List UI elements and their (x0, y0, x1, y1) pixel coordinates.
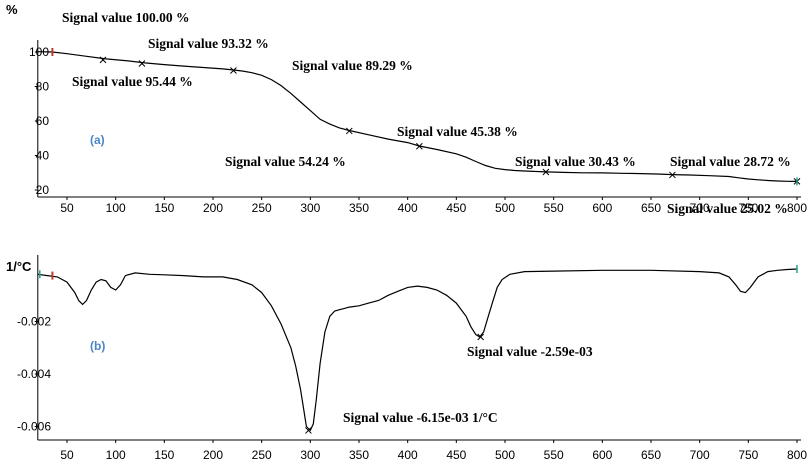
dtg-annotations: Signal value -2.59e-03 Signal value -6.15… (343, 344, 593, 425)
dtg-x-tick-label: 550 (544, 448, 564, 462)
tga-panel: % (a) 50 100 150 200 250 300 350 400 450 500 550 60… (6, 2, 807, 216)
dtg-x-tick-label: 100 (106, 448, 126, 462)
dtg-y-axis-label: 1/°C (6, 259, 32, 274)
tga-annotation: Signal value 30.43 % (515, 154, 636, 169)
tga-annotations: Signal value 100.00 % Signal value 93.32 … (62, 10, 791, 216)
tga-marker (138, 60, 146, 67)
dtg-y-ticks: -0.002 -0.004 -0.006 (17, 315, 51, 434)
dtg-panel-label: (b) (90, 339, 105, 353)
tga-marker (345, 127, 353, 135)
tga-x-tick-label: 650 (641, 201, 661, 215)
dtg-x-tick-label: 450 (446, 448, 466, 462)
tga-panel-label: (a) (90, 133, 105, 147)
tga-marker (669, 171, 676, 179)
dtg-x-tick-label: 250 (252, 448, 272, 462)
tga-marker (415, 142, 423, 150)
tga-annotation: Signal value 25.02 % (667, 201, 788, 216)
tga-x-tick-label: 500 (495, 201, 515, 215)
dtg-x-tick-label: 400 (398, 448, 418, 462)
dtg-x-ticks: 50 100 150 200 250 300 350 400 450 500 550 600 650 70… (60, 440, 807, 462)
tga-y-tick-label: 20 (36, 183, 50, 197)
tga-x-tick-label: 200 (203, 201, 223, 215)
tga-x-tick-label: 550 (544, 201, 564, 215)
tga-annotation: Signal value 100.00 % (62, 10, 190, 25)
dtg-x-tick-label: 300 (300, 448, 320, 462)
dtg-marker (477, 333, 485, 341)
tga-x-tick-label: 150 (154, 201, 174, 215)
tga-x-ticks: 50 100 150 200 250 300 350 400 450 500 550 600 650 70… (60, 197, 807, 215)
tga-x-tick-label: 50 (60, 201, 74, 215)
tga-marker (230, 67, 237, 74)
tga-marker (542, 168, 550, 176)
dtg-y-tick-label: -0.004 (17, 367, 51, 381)
dtg-curve (37, 268, 798, 432)
tga-y-tick-label: 60 (36, 114, 50, 128)
dtg-x-tick-label: 350 (349, 448, 369, 462)
dtg-x-tick-label: 650 (641, 448, 661, 462)
tga-x-tick-label: 750 (738, 201, 758, 215)
tga-annotation: Signal value 54.24 % (225, 154, 346, 169)
dtg-x-tick-label: 600 (592, 448, 612, 462)
tga-x-tick-label: 250 (252, 201, 272, 215)
dtg-x-tick-label: 500 (495, 448, 515, 462)
tga-annotation: Signal value 89.29 % (292, 58, 413, 73)
tga-x-tick-label: 100 (106, 201, 126, 215)
dtg-x-tick-label: 50 (60, 448, 74, 462)
tga-x-tick-label: 800 (787, 201, 807, 215)
dtg-x-tick-label: 150 (154, 448, 174, 462)
dtg-markers (39, 265, 798, 434)
dtg-x-tick-label: 800 (787, 448, 807, 462)
dtg-panel: 1/°C (b) 50 100 150 200 250 300 350 400 450 500 55… (6, 255, 807, 462)
dtg-y-tick-label: -0.006 (17, 420, 51, 434)
tga-x-tick-label: 450 (446, 201, 466, 215)
dtg-y-tick-label: -0.002 (17, 315, 51, 329)
tga-y-axis-label: % (6, 2, 18, 17)
tga-annotation: Signal value 95.44 % (72, 74, 193, 89)
tga-x-tick-label: 300 (300, 201, 320, 215)
tga-annotation: Signal value 93.32 % (148, 36, 269, 51)
tga-markers (51, 48, 801, 186)
dtg-x-tick-label: 200 (203, 448, 223, 462)
tga-annotation: Signal value 28.72 % (670, 154, 791, 169)
tga-y-tick-label: 80 (36, 80, 50, 94)
tga-x-tick-label: 700 (690, 201, 710, 215)
dtg-marker (305, 427, 312, 434)
tga-marker (99, 56, 107, 64)
tga-y-tick-label: 40 (36, 149, 50, 163)
dtg-x-tick-label: 700 (690, 448, 710, 462)
tga-annotation: Signal value 45.38 % (397, 124, 518, 139)
dtg-annotation: Signal value -2.59e-03 (467, 344, 593, 359)
tga-x-tick-label: 600 (592, 201, 612, 215)
dtg-annotation: Signal value -6.15e-03 1/°C (343, 410, 498, 425)
tga-x-tick-label: 400 (398, 201, 418, 215)
dtg-x-tick-label: 750 (738, 448, 758, 462)
tga-x-tick-label: 350 (349, 201, 369, 215)
